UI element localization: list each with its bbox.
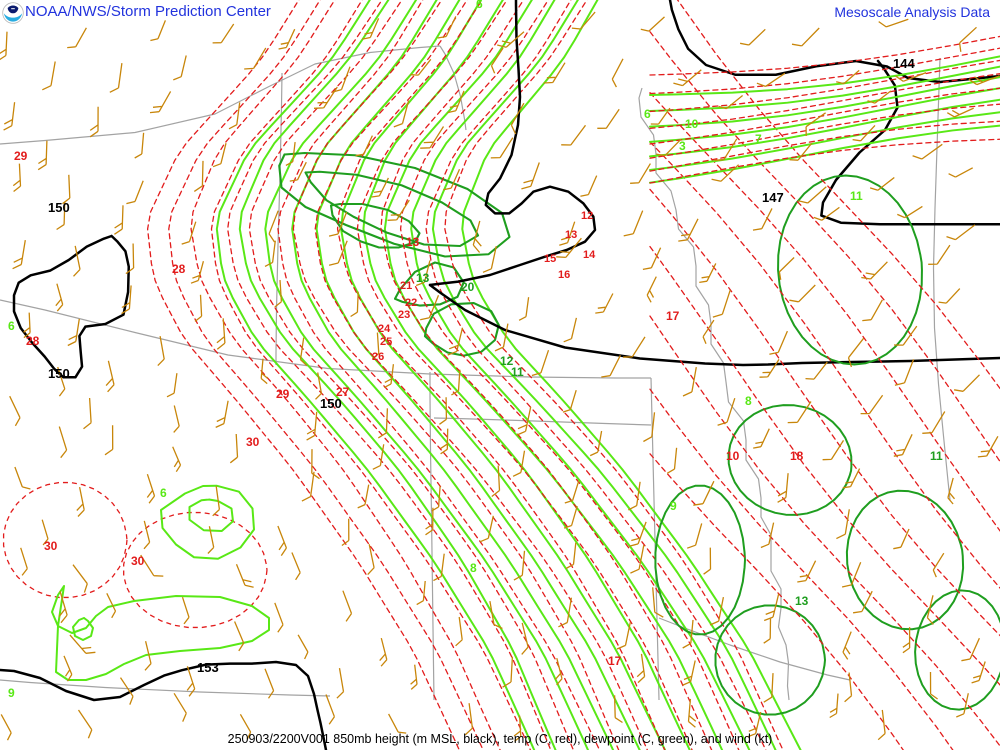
svg-text:13: 13 [795, 594, 809, 608]
svg-text:3: 3 [679, 139, 686, 153]
svg-text:20: 20 [461, 280, 475, 294]
svg-text:6: 6 [160, 486, 167, 500]
svg-text:144: 144 [893, 56, 915, 71]
svg-text:18: 18 [790, 449, 804, 463]
svg-text:17: 17 [608, 654, 622, 668]
svg-text:23: 23 [398, 309, 410, 321]
svg-text:11: 11 [511, 365, 524, 379]
svg-text:27: 27 [336, 385, 350, 399]
svg-text:28: 28 [172, 262, 186, 276]
svg-text:30: 30 [131, 554, 145, 568]
svg-text:21: 21 [400, 280, 412, 292]
svg-text:29: 29 [14, 149, 28, 163]
svg-text:7: 7 [755, 132, 762, 146]
svg-text:6: 6 [476, 0, 483, 11]
svg-text:28: 28 [26, 334, 40, 348]
svg-text:10: 10 [726, 449, 740, 463]
svg-text:29: 29 [276, 387, 290, 401]
svg-text:30: 30 [246, 435, 260, 449]
svg-text:30: 30 [44, 539, 58, 553]
svg-text:13: 13 [565, 229, 577, 241]
svg-text:9: 9 [8, 686, 15, 700]
svg-text:150: 150 [48, 200, 70, 215]
svg-text:22: 22 [405, 297, 417, 309]
svg-text:147: 147 [762, 190, 784, 205]
svg-text:10: 10 [685, 117, 699, 131]
svg-text:13: 13 [406, 235, 420, 249]
svg-text:25: 25 [380, 336, 392, 348]
svg-text:24: 24 [378, 323, 391, 335]
svg-text:6: 6 [8, 319, 15, 333]
svg-text:11: 11 [850, 189, 863, 203]
svg-text:6: 6 [644, 107, 651, 121]
svg-text:12: 12 [581, 210, 593, 222]
svg-text:9: 9 [670, 499, 677, 513]
svg-text:11: 11 [930, 449, 943, 463]
svg-text:153: 153 [197, 660, 219, 675]
svg-text:16: 16 [558, 269, 570, 281]
svg-text:8: 8 [470, 561, 477, 575]
svg-text:17: 17 [666, 309, 680, 323]
svg-text:26: 26 [372, 351, 384, 363]
svg-text:8: 8 [745, 394, 752, 408]
svg-text:14: 14 [583, 249, 596, 261]
svg-text:15: 15 [544, 253, 556, 265]
svg-text:150: 150 [48, 366, 70, 381]
svg-text:13: 13 [416, 271, 430, 285]
